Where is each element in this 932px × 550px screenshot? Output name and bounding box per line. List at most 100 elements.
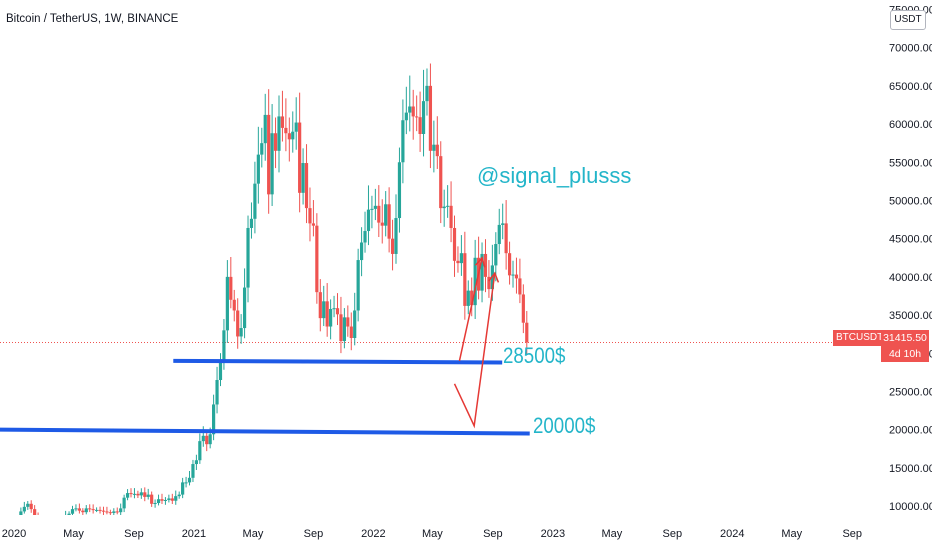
candle bbox=[518, 258, 522, 304]
unit-badge[interactable]: USDT bbox=[890, 10, 926, 30]
candle bbox=[167, 494, 171, 503]
candle-body bbox=[229, 276, 233, 300]
candle bbox=[353, 292, 357, 346]
candle-body bbox=[101, 510, 106, 512]
candle-body bbox=[525, 322, 529, 343]
support-levels[interactable] bbox=[0, 358, 530, 436]
candle bbox=[26, 501, 30, 510]
candle-body bbox=[518, 278, 522, 295]
candle bbox=[132, 488, 137, 499]
candle-body bbox=[160, 499, 164, 501]
candle bbox=[181, 477, 185, 499]
candle-body bbox=[253, 183, 257, 219]
candle-body bbox=[470, 290, 474, 306]
candle bbox=[421, 69, 426, 157]
candle bbox=[239, 314, 243, 344]
forecast-arrow-1 bbox=[458, 257, 483, 362]
candle-body bbox=[263, 114, 267, 144]
candle-body bbox=[473, 257, 477, 306]
candle bbox=[432, 120, 436, 173]
candle-body bbox=[373, 205, 377, 209]
candle-body bbox=[421, 101, 426, 134]
candle-body bbox=[514, 274, 519, 279]
candle-body bbox=[432, 144, 436, 151]
candle-body bbox=[452, 227, 457, 261]
candle-body bbox=[366, 209, 371, 232]
candle-body bbox=[218, 360, 223, 381]
candle-body bbox=[318, 292, 322, 319]
candle-body bbox=[22, 506, 26, 512]
candle bbox=[187, 471, 192, 486]
candle bbox=[332, 295, 336, 318]
candle-body bbox=[459, 253, 463, 264]
candle-body bbox=[401, 120, 405, 163]
candle bbox=[267, 89, 271, 214]
candle-body bbox=[311, 223, 316, 226]
candle-body bbox=[370, 208, 374, 210]
candle bbox=[287, 117, 291, 162]
forecast-arrow-2 bbox=[453, 272, 496, 429]
x-tick-label: 2023 bbox=[541, 528, 565, 540]
candle bbox=[229, 257, 233, 309]
watermark-handle: @signal_plusss bbox=[477, 163, 632, 188]
x-tick-label: May bbox=[243, 528, 264, 540]
candle-body bbox=[208, 434, 212, 445]
candle bbox=[483, 239, 488, 293]
candle-body bbox=[191, 464, 195, 478]
x-tick-label: 2024 bbox=[720, 528, 744, 540]
candle bbox=[387, 187, 391, 253]
x-axis[interactable]: 2020 May Sep 2021 May Sep 2022 May Sep 2023 May Sep… bbox=[0, 515, 885, 550]
candle bbox=[153, 499, 157, 508]
y-tick-label: 35000.00 bbox=[889, 310, 932, 322]
candle bbox=[428, 63, 433, 169]
candle-body bbox=[428, 85, 433, 151]
symbol-title: Bitcoin / TetherUS, 1W, BINANCE bbox=[6, 13, 179, 25]
y-tick-label: 15000.00 bbox=[889, 463, 932, 475]
y-tick-label: 55000.00 bbox=[889, 157, 932, 169]
candle-body bbox=[181, 482, 185, 495]
candle bbox=[342, 308, 346, 349]
candle-body bbox=[497, 224, 501, 245]
candle-body bbox=[81, 510, 85, 513]
candle bbox=[270, 104, 274, 206]
candle-body bbox=[132, 493, 137, 495]
y-axis[interactable]: 75000.0070000.0065000.0060000.0055000.00… bbox=[885, 0, 932, 550]
x-tick-label: Sep bbox=[483, 528, 503, 540]
candle bbox=[325, 283, 329, 337]
candle-body bbox=[242, 287, 247, 329]
candle-body bbox=[377, 205, 381, 223]
candle-body bbox=[108, 512, 112, 514]
candle-body bbox=[225, 276, 229, 331]
candle bbox=[101, 506, 106, 515]
candle bbox=[242, 268, 247, 339]
candle-body bbox=[146, 494, 150, 497]
forecast-arrows[interactable] bbox=[453, 256, 500, 429]
candle bbox=[363, 211, 367, 253]
candle bbox=[177, 491, 181, 499]
candle bbox=[304, 144, 309, 224]
candle bbox=[487, 260, 491, 298]
candle-body bbox=[335, 308, 340, 315]
candle bbox=[380, 199, 384, 244]
candle bbox=[150, 491, 154, 507]
candle-body bbox=[439, 156, 443, 209]
x-tick-label: May bbox=[781, 528, 802, 540]
candle-body bbox=[501, 223, 505, 225]
candle-body bbox=[387, 204, 391, 239]
candle bbox=[442, 189, 446, 227]
candle-body bbox=[342, 317, 346, 342]
candle-body bbox=[77, 508, 81, 511]
y-axis-panel bbox=[885, 0, 932, 550]
candle bbox=[273, 117, 278, 169]
candle-body bbox=[125, 493, 130, 498]
candle-body bbox=[205, 435, 209, 445]
candle-body bbox=[325, 301, 329, 327]
candle-body bbox=[442, 206, 446, 209]
candle bbox=[94, 507, 99, 513]
y-tick-label: 60000.00 bbox=[889, 119, 932, 131]
candle-body bbox=[267, 114, 271, 195]
bar-countdown: 4d 10h bbox=[888, 348, 922, 360]
candle bbox=[411, 89, 415, 140]
candle-body bbox=[236, 310, 240, 337]
